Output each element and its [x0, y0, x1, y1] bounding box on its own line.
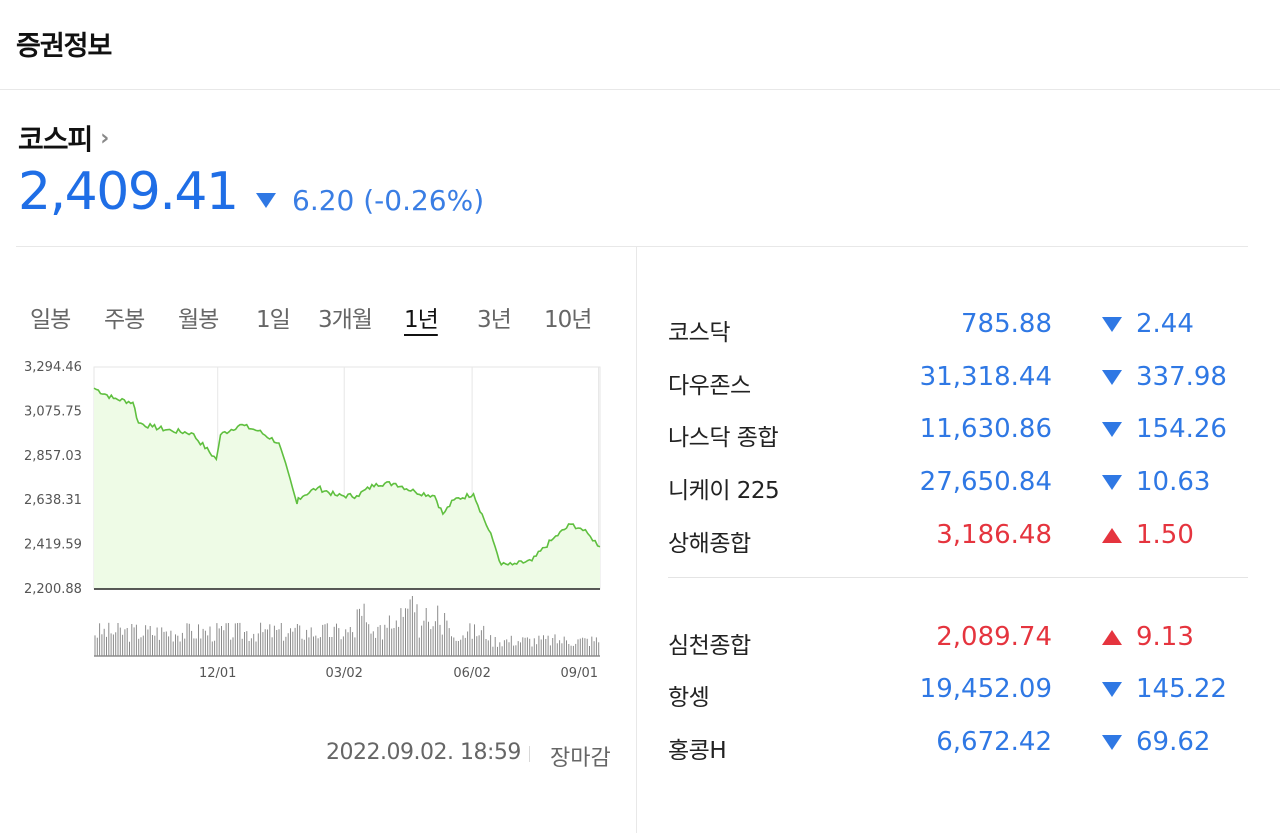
arrow-down-icon: [1102, 316, 1122, 332]
divider-horizontal: [16, 246, 1248, 247]
x-tick-label: 06/02: [453, 666, 490, 681]
y-tick-label: 2,419.59: [24, 538, 82, 553]
market-name: 니케이 225: [668, 478, 780, 504]
tab-monthly[interactable]: 월봉: [178, 307, 219, 333]
market-row[interactable]: 상해종합 3,186.48 1.50: [668, 516, 1248, 557]
timestamp-separator: [529, 746, 530, 762]
arrow-up-icon: [1102, 527, 1122, 543]
market-row[interactable]: 항셍 19,452.09 145.22: [668, 670, 1248, 711]
y-tick-label: 3,294.46: [24, 360, 82, 375]
arrow-down-icon: [1102, 734, 1122, 750]
section-title: 증권정보: [16, 31, 112, 62]
chart-area-fill: [94, 388, 600, 589]
chart-line: [93, 387, 601, 567]
arrow-up-icon: [1102, 629, 1122, 645]
index-change: 6.20 (-0.26%): [256, 184, 484, 217]
market-change-text: 337.98: [1136, 362, 1227, 392]
arrow-down-icon: [1102, 421, 1122, 437]
market-row[interactable]: 나스닥 종합 11,630.86 154.26: [668, 410, 1248, 451]
market-change: 337.98: [1102, 362, 1227, 392]
market-status: 장마감: [550, 746, 611, 771]
market-value: 6,672.42: [936, 727, 1052, 757]
arrow-down-icon: [1102, 474, 1122, 490]
x-tick-label: 12/01: [199, 666, 236, 681]
market-row[interactable]: 다우존스 31,318.44 337.98: [668, 358, 1248, 399]
market-change-text: 1.50: [1136, 520, 1194, 550]
chevron-right-icon: ›: [100, 125, 110, 151]
market-value: 31,318.44: [919, 362, 1052, 392]
market-value: 27,650.84: [919, 467, 1052, 497]
market-change: 10.63: [1102, 467, 1210, 497]
market-change: 1.50: [1102, 520, 1194, 550]
market-change-text: 2.44: [1136, 309, 1194, 339]
market-value: 2,089.74: [936, 622, 1052, 652]
arrow-down-icon: [1102, 369, 1122, 385]
market-value: 11,630.86: [919, 414, 1052, 444]
market-change: 69.62: [1102, 727, 1210, 757]
market-change-text: 69.62: [1136, 727, 1211, 757]
market-name: 홍콩H: [668, 738, 727, 764]
market-change-text: 154.26: [1136, 414, 1227, 444]
market-change-text: 9.13: [1136, 622, 1194, 652]
index-chart[interactable]: 3,294.46 3,075.75 2,857.03 2,638.31 2,419.59…: [0, 350, 620, 690]
market-name: 상해종합: [668, 531, 751, 557]
timestamp: 2022.09.02. 18:59: [326, 740, 521, 765]
y-tick-label: 2,200.88: [24, 582, 82, 597]
tab-daily[interactable]: 일봉: [30, 307, 71, 333]
market-name: 다우존스: [668, 373, 751, 399]
market-name: 심천종합: [668, 633, 751, 659]
y-tick-label: 2,638.31: [24, 493, 82, 508]
market-list-divider: [668, 577, 1248, 578]
x-tick-label: 09/01: [561, 666, 598, 681]
market-value: 785.88: [961, 309, 1052, 339]
market-value: 3,186.48: [936, 520, 1052, 550]
market-row[interactable]: 니케이 225 27,650.84 10.63: [668, 463, 1248, 504]
market-change-text: 145.22: [1136, 674, 1227, 704]
tab-weekly[interactable]: 주봉: [104, 307, 145, 333]
x-tick-label: 03/02: [325, 666, 362, 681]
arrow-down-icon: [256, 193, 276, 208]
market-value: 19,452.09: [919, 674, 1052, 704]
market-name: 나스닥 종합: [668, 425, 779, 451]
divider-vertical: [636, 247, 637, 833]
index-name-link[interactable]: 코스피 ›: [18, 118, 109, 158]
market-name: 항셍: [668, 685, 710, 711]
tab-1day[interactable]: 1일: [256, 307, 291, 333]
tab-10year[interactable]: 10년: [544, 307, 592, 333]
market-row[interactable]: 홍콩H 6,672.42 69.62: [668, 723, 1248, 764]
market-row[interactable]: 심천종합 2,089.74 9.13: [668, 618, 1248, 659]
market-change: 9.13: [1102, 622, 1194, 652]
index-change-text: 6.20 (-0.26%): [292, 184, 485, 217]
tab-3month[interactable]: 3개월: [318, 307, 373, 333]
market-change-text: 10.63: [1136, 467, 1211, 497]
market-change: 2.44: [1102, 309, 1194, 339]
index-name: 코스피: [18, 123, 93, 156]
market-row[interactable]: 코스닥 785.88 2.44: [668, 305, 1248, 346]
arrow-down-icon: [1102, 681, 1122, 697]
market-change: 154.26: [1102, 414, 1227, 444]
market-name: 코스닥: [668, 320, 730, 346]
y-tick-label: 2,857.03: [24, 449, 82, 464]
y-tick-label: 3,075.75: [24, 404, 82, 419]
index-value: 2,409.41: [18, 162, 239, 222]
tab-3year[interactable]: 3년: [477, 307, 512, 333]
section-header: 증권정보: [0, 0, 1280, 90]
period-tabs: 일봉 주봉 월봉 1일 3개월 1년 3년 10년: [18, 300, 608, 340]
tab-1year[interactable]: 1년: [404, 307, 439, 333]
market-change: 145.22: [1102, 674, 1227, 704]
